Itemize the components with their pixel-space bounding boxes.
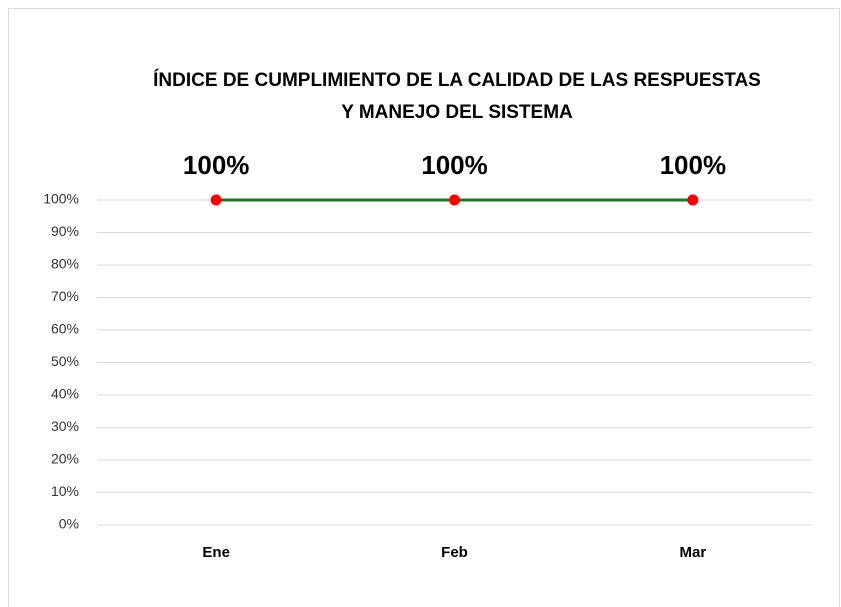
- y-tick-label: 60%: [51, 321, 79, 337]
- data-label: 100%: [660, 150, 727, 180]
- y-tick-label: 50%: [51, 353, 79, 369]
- data-label: 100%: [183, 150, 250, 180]
- y-tick-label: 0%: [59, 516, 79, 532]
- data-point: [210, 194, 222, 206]
- y-tick-label: 70%: [51, 288, 79, 304]
- y-tick-label: 90%: [51, 223, 79, 239]
- y-tick-label: 40%: [51, 386, 79, 402]
- y-tick-label: 20%: [51, 451, 79, 467]
- chart-title: ÍNDICE DE CUMPLIMIENTO DE LA CALIDAD DE …: [153, 69, 761, 91]
- x-tick-label: Feb: [441, 544, 468, 561]
- y-tick-label: 30%: [51, 418, 79, 434]
- chart-title: Y MANEJO DEL SISTEMA: [341, 102, 573, 123]
- chart-border: [8, 8, 840, 607]
- y-tick-label: 100%: [43, 191, 79, 207]
- data-point: [687, 194, 699, 206]
- data-point: [449, 194, 460, 206]
- y-tick-label: 10%: [51, 483, 79, 499]
- x-tick-label: Mar: [679, 544, 706, 561]
- data-label: 100%: [421, 150, 488, 180]
- y-tick-label: 80%: [51, 256, 79, 272]
- x-tick-label: Ene: [202, 544, 230, 561]
